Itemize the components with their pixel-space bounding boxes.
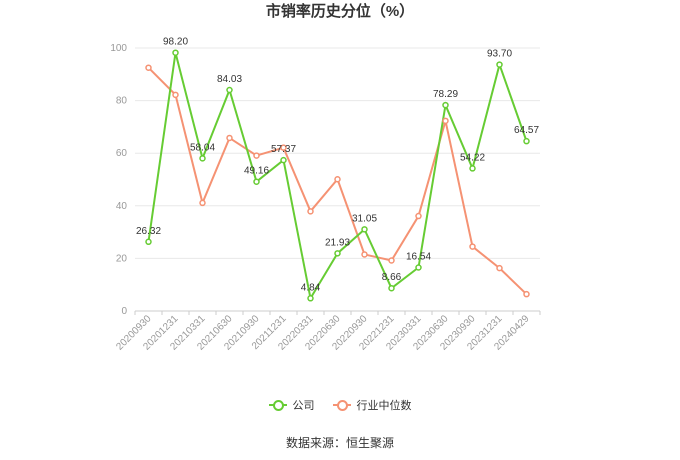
- data-point-company: [253, 178, 260, 185]
- data-point-industry: [145, 64, 152, 71]
- data-point-industry: [334, 175, 341, 183]
- legend-industry-marker-icon: [332, 400, 351, 411]
- axes: 0204060801002020093020201231202103312021…: [110, 43, 541, 353]
- data-label-company: 93.70: [487, 49, 512, 60]
- data-point-industry: [415, 212, 422, 220]
- data-label-company: 31.05: [352, 213, 377, 224]
- grid-lines: [135, 47, 540, 259]
- data-label-company: 49.16: [244, 166, 269, 177]
- data-label-company: 54.22: [460, 152, 485, 163]
- data-label-company: 84.03: [217, 74, 242, 85]
- data-label-company: 26.32: [136, 226, 161, 237]
- data-point-industry: [469, 243, 476, 250]
- y-tick-label: 100: [110, 43, 127, 54]
- data-label-company: 64.57: [514, 125, 539, 136]
- data-point-industry: [226, 134, 233, 142]
- data-point-company: [388, 284, 395, 292]
- chart-title: 市销率历史分位（%）: [265, 3, 415, 20]
- y-tick-label: 60: [116, 148, 128, 159]
- data-point-company: [199, 155, 206, 162]
- data-point-industry: [361, 251, 368, 258]
- data-label-company: 57.37: [271, 144, 296, 155]
- data-point-company: [145, 238, 152, 246]
- data-point-company: [523, 137, 530, 145]
- data-point-company: [307, 295, 314, 302]
- data-point-company: [172, 49, 179, 56]
- series-line-company: [147, 52, 528, 302]
- data-point-industry: [280, 144, 287, 151]
- data-point-company: [415, 264, 422, 271]
- legend-company-marker-icon: [268, 400, 287, 411]
- data-point-industry: [199, 199, 206, 207]
- data-label-company: 58.04: [190, 142, 215, 153]
- y-tick-label: 0: [121, 306, 127, 317]
- legend-company-label: 公司: [292, 400, 315, 412]
- data-point-industry: [172, 91, 179, 99]
- data-point-company: [361, 226, 368, 233]
- data-point-company: [280, 156, 287, 164]
- data-point-industry: [388, 257, 395, 264]
- data-label-company: 78.29: [433, 89, 458, 100]
- legend-item-industry[interactable]: 行业中位数: [332, 397, 412, 413]
- data-points: [145, 49, 530, 302]
- y-tick-label: 80: [116, 96, 128, 107]
- data-label-company: 21.93: [325, 237, 350, 248]
- y-tick-label: 20: [116, 253, 128, 264]
- data-point-company: [442, 101, 449, 109]
- data-label-company: 98.20: [163, 37, 188, 48]
- data-label-company: 8.66: [382, 272, 402, 283]
- data-point-industry: [523, 290, 530, 298]
- data-point-company: [226, 86, 233, 94]
- data-point-company: [334, 250, 341, 257]
- legend-item-company[interactable]: 公司: [268, 397, 315, 413]
- y-tick-label: 40: [116, 201, 128, 212]
- legend-industry-label: 行业中位数: [356, 400, 412, 412]
- data-point-industry: [442, 117, 449, 125]
- data-source: 数据来源：恒生聚源: [285, 436, 394, 450]
- legend: 公司 行业中位数: [0, 397, 680, 413]
- data-label-company: 16.54: [406, 251, 431, 262]
- data-point-industry: [496, 264, 503, 272]
- data-point-company: [469, 165, 476, 172]
- data-label-company: 4.84: [301, 282, 321, 293]
- data-point-industry: [307, 208, 314, 215]
- data-point-industry: [253, 152, 260, 159]
- series-lines: [147, 52, 528, 302]
- data-point-company: [496, 61, 503, 68]
